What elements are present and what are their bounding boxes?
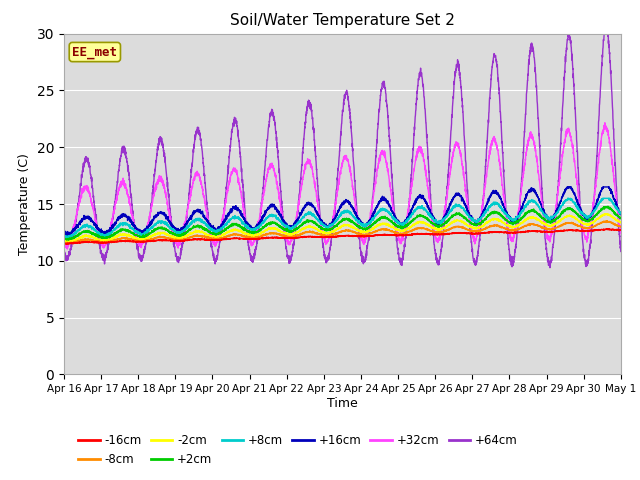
Legend: -16cm, -8cm, -2cm, +2cm, +8cm, +16cm, +32cm, +64cm: -16cm, -8cm, -2cm, +2cm, +8cm, +16cm, +3… [74, 430, 522, 471]
+2cm [604, 204, 612, 209]
+32cm [617, 226, 625, 231]
+2cm [180, 232, 188, 238]
+32cm [617, 231, 625, 237]
-2cm [406, 225, 414, 230]
+32cm [406, 190, 414, 196]
Title: Soil/Water Temperature Set 2: Soil/Water Temperature Set 2 [230, 13, 455, 28]
+2cm [216, 230, 223, 236]
+16cm [63, 233, 71, 239]
Line: +32cm: +32cm [64, 123, 621, 249]
+16cm [180, 226, 188, 231]
-16cm [617, 227, 625, 233]
+2cm [564, 206, 572, 212]
Text: EE_met: EE_met [72, 46, 117, 59]
+8cm [564, 197, 572, 203]
+2cm [397, 223, 404, 229]
+64cm [216, 241, 223, 247]
+2cm [60, 236, 68, 242]
-16cm [60, 241, 68, 247]
+32cm [216, 230, 223, 236]
-2cm [60, 239, 68, 244]
-2cm [617, 219, 625, 225]
+16cm [397, 220, 404, 226]
-8cm [61, 241, 69, 247]
+2cm [617, 215, 625, 220]
-16cm [617, 227, 625, 233]
+2cm [406, 219, 414, 225]
+64cm [617, 246, 625, 252]
-2cm [216, 233, 223, 239]
-2cm [397, 228, 404, 234]
+8cm [60, 233, 68, 239]
-2cm [602, 211, 609, 216]
-8cm [617, 224, 625, 230]
+64cm [60, 249, 68, 255]
Y-axis label: Temperature (C): Temperature (C) [18, 153, 31, 255]
+16cm [60, 229, 68, 235]
+2cm [617, 216, 625, 222]
+8cm [180, 228, 188, 234]
+64cm [564, 32, 572, 38]
Line: +16cm: +16cm [64, 187, 621, 236]
-8cm [617, 224, 625, 229]
+8cm [397, 222, 404, 228]
Line: -8cm: -8cm [64, 221, 621, 244]
Line: +64cm: +64cm [64, 34, 621, 268]
-2cm [180, 235, 188, 240]
+16cm [563, 184, 571, 190]
-2cm [617, 220, 625, 226]
+32cm [63, 246, 71, 252]
-8cm [60, 240, 68, 246]
+16cm [564, 184, 572, 190]
-16cm [63, 241, 71, 247]
+32cm [180, 228, 188, 234]
-8cm [180, 237, 188, 243]
-16cm [605, 226, 612, 232]
+64cm [397, 262, 404, 267]
+8cm [216, 228, 223, 234]
+32cm [60, 241, 68, 247]
+2cm [63, 238, 70, 243]
+8cm [617, 210, 625, 216]
Line: -16cm: -16cm [64, 229, 621, 244]
+8cm [564, 195, 572, 201]
+8cm [63, 235, 71, 241]
+8cm [617, 210, 625, 216]
+16cm [216, 224, 223, 230]
+16cm [406, 211, 414, 216]
-16cm [180, 238, 188, 243]
+64cm [546, 265, 554, 271]
-8cm [603, 218, 611, 224]
-2cm [63, 240, 70, 246]
+64cm [565, 31, 573, 36]
+32cm [564, 129, 572, 134]
+32cm [601, 120, 609, 126]
-16cm [397, 232, 404, 238]
-8cm [397, 230, 404, 236]
+32cm [397, 240, 404, 246]
-16cm [564, 228, 572, 233]
-8cm [216, 236, 223, 241]
Line: +2cm: +2cm [64, 206, 621, 240]
-16cm [216, 237, 223, 243]
-16cm [406, 232, 414, 238]
-8cm [564, 220, 572, 226]
+16cm [617, 210, 625, 216]
Line: +8cm: +8cm [64, 198, 621, 238]
+16cm [617, 211, 625, 216]
+64cm [179, 238, 187, 244]
-8cm [406, 228, 414, 234]
X-axis label: Time: Time [327, 397, 358, 410]
-2cm [564, 213, 572, 219]
+8cm [406, 215, 414, 220]
+64cm [406, 184, 414, 190]
Line: -2cm: -2cm [64, 214, 621, 243]
+64cm [617, 249, 625, 254]
